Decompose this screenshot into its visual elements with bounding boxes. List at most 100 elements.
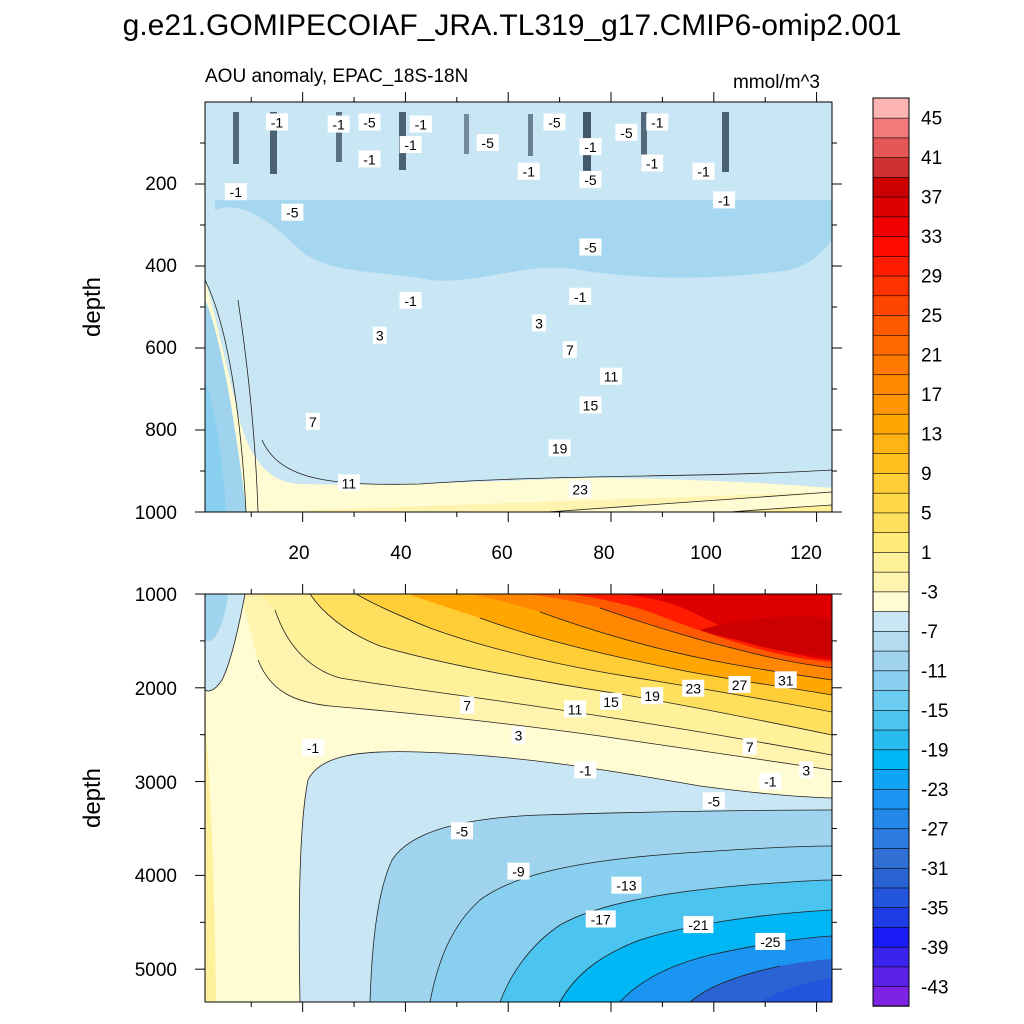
contour-label-text: 11 xyxy=(604,369,619,385)
contour-label-text: -25 xyxy=(760,934,780,950)
colorbar-box xyxy=(872,985,910,1007)
x-tick-label: 120 xyxy=(790,543,822,564)
colorbar-box xyxy=(872,966,910,987)
contour-label-text: -5 xyxy=(620,125,633,141)
contour-label: 11 xyxy=(600,367,623,385)
contour-label-box xyxy=(574,761,597,779)
contour-label-text: 15 xyxy=(583,397,599,413)
contour-label-box xyxy=(305,412,320,430)
contour-label: -21 xyxy=(683,916,714,934)
colorbar-box xyxy=(872,670,910,691)
upper-tick-marks xyxy=(195,92,842,522)
colorbar-box xyxy=(872,591,910,612)
colorbar-tick-label: 13 xyxy=(921,425,942,446)
contour-label-box xyxy=(507,862,530,880)
contour-label: -1 xyxy=(358,150,381,168)
colorbar-box xyxy=(872,156,910,178)
colorbar-box xyxy=(872,216,910,237)
contour-label-text: 19 xyxy=(644,688,660,704)
colorbar-box xyxy=(872,176,910,198)
colorbar-frame xyxy=(872,97,910,1007)
colorbar-box xyxy=(872,255,910,277)
colorbar-box xyxy=(872,610,910,632)
figure-title: g.e21.GOMIPECOIAF_JRA.TL319_g17.CMIP6-om… xyxy=(123,9,902,42)
contour-label: 11 xyxy=(564,700,587,718)
contour-label-box xyxy=(600,367,623,385)
contour-label-box xyxy=(265,113,288,131)
x-tick-label: 60 xyxy=(491,543,512,564)
colorbar-box xyxy=(872,334,910,356)
contour-label-text: -1 xyxy=(332,117,345,133)
colorbar-tick-label: 41 xyxy=(921,148,942,169)
contour-label-text: 19 xyxy=(552,440,568,456)
lower-blue-8 xyxy=(760,978,832,1002)
upper-blue-patches xyxy=(215,200,832,281)
contour-label-text: 3 xyxy=(515,728,523,744)
contour-label: -1 xyxy=(692,162,715,180)
colorbar-box xyxy=(872,887,910,909)
contour-label-text: -5 xyxy=(363,115,376,131)
contour-label-text: -17 xyxy=(591,911,611,927)
contour-label: 7 xyxy=(562,341,577,359)
contour-label-text: -1 xyxy=(574,289,587,305)
contour-label: -17 xyxy=(585,910,616,928)
left-column-deep-blue xyxy=(205,380,226,512)
colorbar-box xyxy=(872,453,910,474)
colorbar-box xyxy=(872,650,910,672)
contour-label-box xyxy=(799,761,814,779)
lower-warm-core xyxy=(700,616,832,656)
contour-label-box xyxy=(564,700,587,718)
contour-label-text: -1 xyxy=(363,151,376,167)
contour-label: 3 xyxy=(372,326,387,344)
contour-label: -1 xyxy=(641,154,664,172)
lower-tick-marks xyxy=(195,584,842,1012)
contour-label-text: -5 xyxy=(584,240,597,256)
colorbar-box xyxy=(872,768,910,790)
colorbar-box xyxy=(872,926,910,948)
colorbar-tick-label: 9 xyxy=(921,464,932,485)
contour-label-box xyxy=(358,150,381,168)
contour-label-box xyxy=(358,113,381,131)
colorbar-tick-label: -31 xyxy=(921,859,948,880)
colorbar-box xyxy=(872,867,910,889)
colorbar-box xyxy=(872,788,910,810)
contour-label-text: -21 xyxy=(688,917,708,933)
contour-label-text: -1 xyxy=(523,164,536,180)
contour-label: -5 xyxy=(615,123,638,141)
contour-label-box xyxy=(224,183,247,201)
x-tick-label: 80 xyxy=(593,543,614,564)
contour-label-text: 31 xyxy=(778,672,794,688)
contour-label-box xyxy=(600,692,623,710)
y-tick-label: 1000 xyxy=(135,585,177,606)
contour-label: -1 xyxy=(265,113,288,131)
colorbar-box xyxy=(872,512,910,533)
contour-label-text: -1 xyxy=(230,184,243,200)
contour-label: -5 xyxy=(702,792,725,810)
contour-label: 27 xyxy=(728,675,751,693)
y-tick-label: 600 xyxy=(145,338,177,359)
contour-label-box xyxy=(728,675,751,693)
contour-label-box xyxy=(774,671,797,689)
contour-label: -5 xyxy=(476,134,499,151)
contour-label-box xyxy=(543,113,566,131)
colorbar-box xyxy=(872,847,910,869)
contour-label-text: -1 xyxy=(697,164,710,180)
contour-label: -5 xyxy=(450,822,473,840)
colorbar-box xyxy=(872,630,910,652)
contour-label: -1 xyxy=(579,138,602,156)
colorbar-tick-label: 29 xyxy=(921,267,942,288)
contour-label-text: 3 xyxy=(376,328,384,344)
y-tick-label: 4000 xyxy=(135,866,177,887)
contour-label-box xyxy=(702,792,725,810)
lower-contour-lines xyxy=(205,594,832,1002)
colorbar-box xyxy=(872,808,910,830)
contour-label-box xyxy=(409,115,432,133)
contour-label-text: -1 xyxy=(764,774,777,790)
colorbar-box xyxy=(872,749,910,770)
contour-label-box xyxy=(548,439,571,457)
y-tick-label: 2000 xyxy=(135,679,177,700)
contour-label: 3 xyxy=(511,726,526,744)
upper-blue-layer xyxy=(205,102,832,488)
colorbar-box xyxy=(872,551,910,573)
units-label: mmol/m^3 xyxy=(733,72,820,93)
